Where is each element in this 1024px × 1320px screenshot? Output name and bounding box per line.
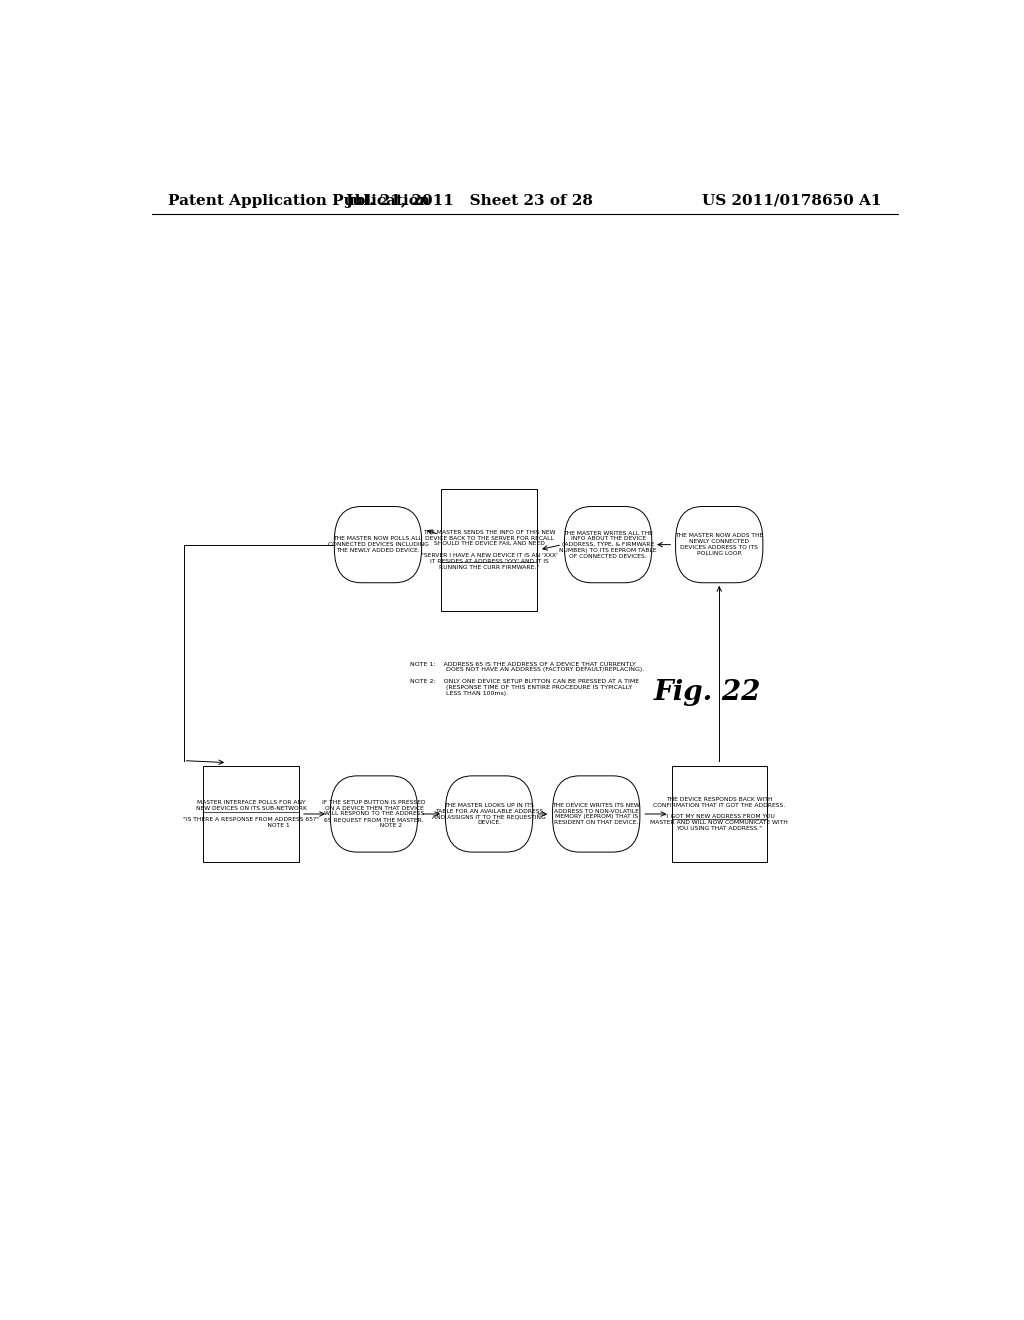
FancyBboxPatch shape	[445, 776, 532, 853]
FancyBboxPatch shape	[672, 766, 767, 862]
Text: NOTE 1:    ADDRESS 65 IS THE ADDRESS OF A DEVICE THAT CURRENTLY
                : NOTE 1: ADDRESS 65 IS THE ADDRESS OF A D…	[410, 661, 644, 696]
Text: THE MASTER LOOKS UP IN ITS
TABLE FOR AN AVAILABLE ADDRESS
AND ASSIGNS IT TO THE : THE MASTER LOOKS UP IN ITS TABLE FOR AN …	[432, 803, 546, 825]
Text: Jul. 21, 2011   Sheet 23 of 28: Jul. 21, 2011 Sheet 23 of 28	[345, 194, 593, 209]
FancyBboxPatch shape	[331, 776, 418, 853]
FancyBboxPatch shape	[676, 507, 763, 582]
Text: THE DEVICE WRITES ITS NEW
ADDRESS TO NON-VOLATILE
MEMORY (EEPROM) THAT IS
RESIDE: THE DEVICE WRITES ITS NEW ADDRESS TO NON…	[552, 803, 640, 825]
Text: MASTER INTERFACE POLLS FOR ANY
NEW DEVICES ON ITS SUB-NETWORK

"IS THERE A RESPO: MASTER INTERFACE POLLS FOR ANY NEW DEVIC…	[183, 800, 319, 828]
FancyBboxPatch shape	[204, 766, 299, 862]
FancyBboxPatch shape	[334, 507, 422, 582]
Text: THE MASTER NOW ADDS THE
NEWLY CONNECTED
DEVICES ADDRESS TO ITS
POLLING LOOP.: THE MASTER NOW ADDS THE NEWLY CONNECTED …	[675, 533, 763, 556]
Text: THE MASTER NOW POLLS ALL
CONNECTED DEVICES INCLUDING
THE NEWLY ADDED DEVICE.: THE MASTER NOW POLLS ALL CONNECTED DEVIC…	[328, 536, 428, 553]
Text: THE DEVICE RESPONDS BACK WITH
CONFIRMATION THAT IT GOT THE ADDRESS.

"I GOT MY N: THE DEVICE RESPONDS BACK WITH CONFIRMATI…	[650, 797, 788, 832]
Text: US 2011/0178650 A1: US 2011/0178650 A1	[702, 194, 882, 209]
FancyBboxPatch shape	[564, 507, 651, 582]
Text: THE MASTER SENDS THE INFO OF THIS NEW
DEVICE BACK TO THE SERVER FOR RECALL
SHOUL: THE MASTER SENDS THE INFO OF THIS NEW DE…	[421, 529, 557, 570]
FancyBboxPatch shape	[553, 776, 640, 853]
FancyBboxPatch shape	[441, 488, 537, 611]
Text: IF THE SETUP BUTTON IS PRESSED
ON A DEVICE THEN THAT DEVICE
WILL RESPOND TO THE : IF THE SETUP BUTTON IS PRESSED ON A DEVI…	[323, 800, 426, 828]
Text: THE MASTER WRITES ALL THE
INFO ABOUT THE DEVICE
(ADDRESS, TYPE, & FIRMWARE
NUMBE: THE MASTER WRITES ALL THE INFO ABOUT THE…	[559, 531, 656, 558]
Text: Patent Application Publication: Patent Application Publication	[168, 194, 430, 209]
Text: Fig. 22: Fig. 22	[653, 678, 761, 705]
